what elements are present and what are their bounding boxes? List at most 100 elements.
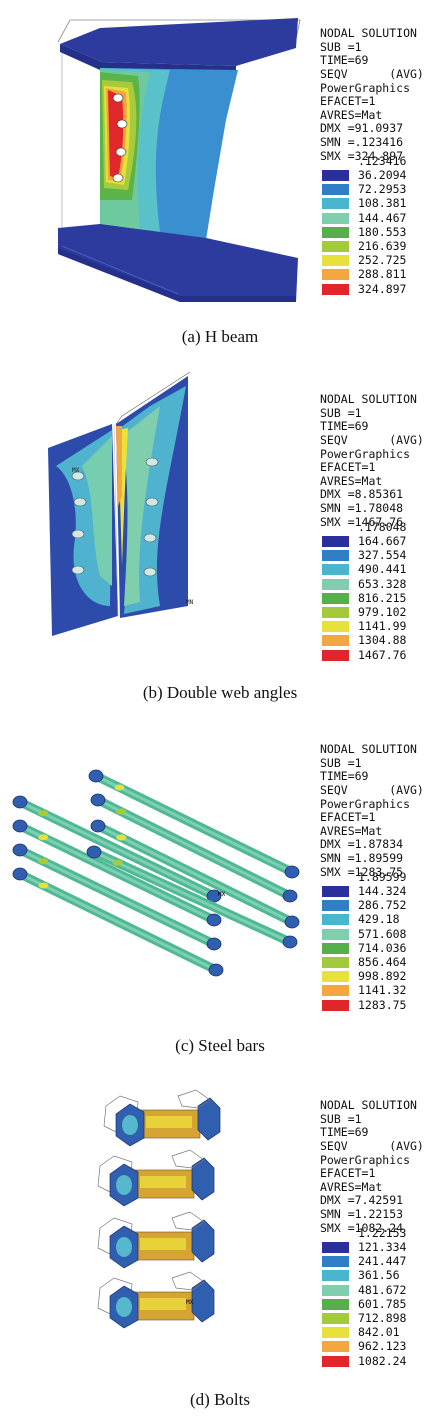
scale-value: 856.464	[358, 955, 407, 969]
steel-bar	[12, 867, 224, 977]
panel-steel-bars: MX NODAL SOLUTION SUB =1 TIME=69 SEQV (AVG)…	[0, 716, 440, 1062]
scale-value: 979.102	[358, 605, 407, 619]
stress-hotspot	[116, 808, 127, 815]
mx-marker: MX	[218, 891, 226, 898]
scale-level-1: 36.2094	[320, 168, 440, 182]
steel-bars-caption: (c) Steel bars	[175, 1036, 265, 1055]
scale-swatch	[322, 1256, 349, 1268]
scale-value: 1141.99	[358, 619, 407, 634]
scale-swatch	[322, 1284, 349, 1296]
scale-level-6: 979.102	[320, 605, 440, 619]
bar-nut	[88, 769, 104, 783]
scale-value: 121.334	[358, 1240, 407, 1254]
scale-level-1: 164.667	[320, 534, 440, 548]
scale-level-8: 1304.88	[320, 633, 440, 647]
scale-level-4: 481.672	[320, 1283, 440, 1297]
bar-nut	[206, 913, 222, 927]
scale-swatch	[322, 1341, 349, 1353]
bolt	[97, 1149, 215, 1207]
bar-nut	[284, 915, 300, 929]
steel-bar	[90, 793, 298, 903]
scale-level-3: 490.441	[320, 562, 440, 576]
stress-hotspot	[38, 882, 49, 889]
scale-min-label: 1.89599	[358, 870, 407, 884]
scale-value: 108.381	[358, 196, 407, 211]
scale-value: 1082.24	[358, 1353, 407, 1368]
scale-value: 601.785	[358, 1296, 407, 1311]
scale-swatch	[322, 1313, 349, 1324]
scale-level-6: 216.639	[320, 239, 440, 253]
scale-value: 288.811	[358, 267, 407, 282]
mx-marker: MX	[72, 467, 80, 474]
scale-value: 1141.32	[358, 983, 407, 998]
scale-swatch	[322, 649, 349, 661]
scale-value: 72.2953	[358, 182, 407, 197]
scale-level-6: 856.464	[320, 955, 440, 969]
scale-swatch	[322, 578, 349, 590]
scale-level-2: 72.2953	[320, 182, 440, 196]
steel-bar	[86, 845, 298, 949]
scale-swatch	[322, 184, 349, 196]
panel-h-beam: NODAL SOLUTION SUB =1 TIME=69 SEQV (AVG) Pow…	[0, 0, 440, 356]
scale-swatch	[322, 255, 349, 267]
bottom-flange	[58, 224, 298, 302]
scale-level-3: 108.381	[320, 196, 440, 210]
scale-swatch	[322, 283, 349, 295]
scale-swatch	[322, 942, 349, 954]
scale-value: 429.18	[358, 912, 400, 927]
scale-level-5: 180.553	[320, 225, 440, 239]
scale-level-9: 1467.76	[320, 648, 440, 662]
steel-bar	[12, 843, 222, 951]
scale-value: 36.2094	[358, 168, 407, 182]
stress-hotspot	[114, 784, 125, 791]
scale-level-7: 1141.99	[320, 619, 440, 633]
scale-swatch	[322, 592, 349, 604]
scale-value: 216.639	[358, 239, 407, 253]
steel-bars-legend-header: NODAL SOLUTION SUB =1 TIME=69 SEQV (AVG) Pow…	[320, 742, 424, 879]
bar-nut	[12, 843, 28, 857]
scale-value: 180.553	[358, 224, 407, 239]
bolts-contour-plot: MX	[97, 1089, 221, 1329]
scale-level-2: 241.447	[320, 1254, 440, 1268]
scale-swatch	[322, 212, 349, 224]
bolt	[97, 1271, 215, 1329]
scale-swatch	[322, 635, 349, 647]
scale-level-2: 286.752	[320, 898, 440, 912]
bolt	[103, 1089, 221, 1147]
scale-value: 252.725	[358, 253, 407, 268]
scale-value: 571.608	[358, 926, 407, 941]
scale-value: 1304.88	[358, 633, 407, 648]
scale-value: 327.554	[358, 548, 407, 563]
scale-value: 1283.75	[358, 997, 407, 1012]
scale-level-7: 252.725	[320, 253, 440, 267]
scale-min-label: .123416	[358, 154, 407, 168]
bar-nut	[206, 889, 222, 903]
h-beam-contour-plot	[57, 18, 301, 302]
scale-value: 164.667	[358, 534, 407, 548]
scale-swatch	[322, 1270, 349, 1282]
scale-swatch	[322, 226, 349, 238]
scale-swatch	[322, 269, 349, 281]
bar-nut	[282, 935, 298, 949]
scale-swatch	[322, 198, 349, 210]
stress-hotspot	[38, 834, 49, 841]
stress-hotspot	[38, 858, 49, 865]
bolts-legend-header: NODAL SOLUTION SUB =1 TIME=69 SEQV (AVG) Pow…	[320, 1098, 424, 1235]
scale-value: 490.441	[358, 562, 407, 577]
scale-level-9: 324.897	[320, 282, 440, 296]
scale-level-8: 1141.32	[320, 983, 440, 997]
scale-level-8: 288.811	[320, 267, 440, 281]
scale-value: 998.892	[358, 969, 407, 984]
stress-hotspot	[112, 859, 123, 866]
scale-value: 144.467	[358, 210, 407, 225]
scale-swatch	[322, 886, 349, 897]
scale-swatch	[322, 550, 349, 562]
panel-bolts: MX NODAL SOLUTION SUB =1 TIME=69 SEQV (AVG)…	[0, 1072, 440, 1424]
scale-swatch	[322, 1298, 349, 1310]
scale-swatch	[322, 621, 349, 633]
steel-bars-contour-plot: MX	[12, 769, 300, 977]
panel-double-web-angles: MX MN NODAL SOLUTION SUB =1 TIME=69 SEQV (A…	[0, 366, 440, 712]
scale-swatch	[322, 914, 349, 926]
scale-level-3: 429.18	[320, 912, 440, 926]
bolts-caption: (d) Bolts	[190, 1390, 250, 1409]
